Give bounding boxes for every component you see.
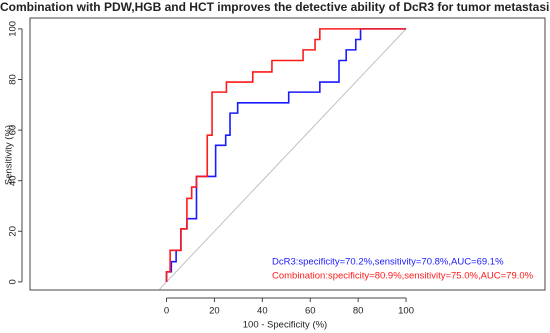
x-tick-label: 60: [305, 306, 316, 317]
chart-title: Combination with PDW,HGB and HCT improve…: [0, 0, 550, 14]
x-tick-label: 80: [353, 306, 364, 317]
y-tick-label: 60: [8, 125, 19, 136]
y-tick-label: 20: [8, 226, 19, 237]
x-tick-label: 20: [209, 306, 220, 317]
reference-line: [158, 28, 407, 290]
legend-entry: Combination:specificity=80.9%,sensitivit…: [272, 271, 534, 282]
y-tick-label: 0: [8, 279, 19, 284]
x-axis-label: 100 - Specificity (%): [243, 320, 327, 331]
roc-curve: [165, 28, 407, 282]
y-tick-label: 80: [8, 74, 19, 85]
y-axis-label: Sensitivity (%): [4, 125, 15, 185]
x-tick-label: 40: [257, 306, 268, 317]
y-tick-label: 40: [8, 175, 19, 186]
y-tick-label: 100: [8, 21, 19, 37]
x-tick-label: 0: [164, 306, 169, 317]
x-tick-label: 100: [398, 306, 414, 317]
plot-frame: [29, 17, 546, 291]
legend-entry: DcR3:specificity=70.2%,sensitivity=70.8%…: [272, 257, 504, 268]
